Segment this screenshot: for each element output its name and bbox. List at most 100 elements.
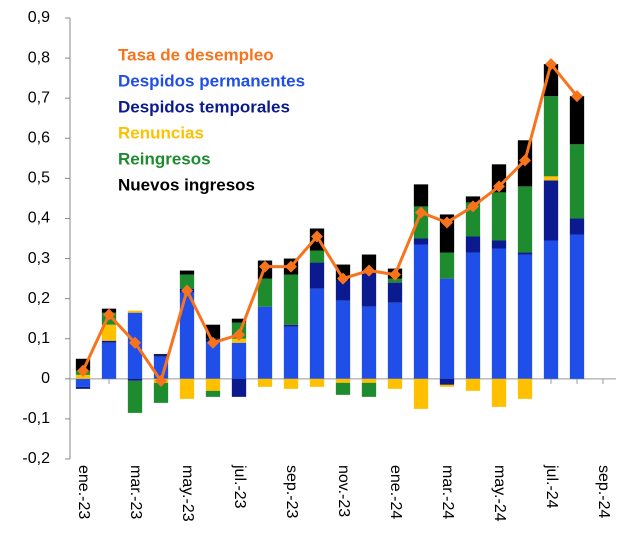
line-marker	[233, 328, 245, 341]
bar	[335, 382, 351, 395]
bar	[491, 240, 507, 249]
bar	[309, 250, 325, 263]
bar	[465, 236, 481, 253]
line-marker	[441, 216, 453, 229]
bar	[439, 378, 455, 385]
bar	[543, 180, 559, 241]
bar	[335, 378, 351, 383]
x-tick-label: sep.-23	[283, 465, 300, 518]
x-tick-label: jul.-23	[231, 464, 248, 509]
y-tick-label: 0,5	[28, 170, 50, 187]
line-marker	[311, 230, 323, 243]
bar	[231, 378, 247, 397]
bar	[387, 278, 403, 283]
line-marker	[77, 364, 89, 377]
bar	[517, 254, 533, 379]
line-marker	[545, 58, 557, 71]
line-marker	[103, 308, 115, 321]
bar	[101, 340, 117, 343]
bar	[439, 384, 455, 387]
line-marker	[467, 200, 479, 213]
bar	[413, 238, 429, 245]
bar	[361, 254, 377, 273]
line-marker	[389, 268, 401, 281]
bar	[543, 176, 559, 181]
line	[81, 60, 579, 385]
bar	[257, 378, 273, 387]
bar	[361, 272, 377, 307]
bar	[361, 306, 377, 379]
bar	[413, 378, 429, 409]
line-marker	[129, 336, 141, 349]
bar	[153, 382, 169, 403]
bar	[543, 240, 559, 379]
bar	[179, 270, 195, 275]
bar	[283, 378, 299, 389]
x-tick-label: ene.-24	[387, 465, 404, 519]
bar	[75, 378, 91, 387]
bar	[491, 378, 507, 407]
y-tick-label: 0,7	[28, 89, 50, 106]
bar	[517, 252, 533, 255]
y-tick-label: 0,4	[28, 210, 50, 227]
y-tick-label: 0,1	[28, 330, 50, 347]
legend-entry: Reingresos	[118, 149, 211, 168]
bar	[205, 342, 221, 379]
bar	[309, 378, 325, 387]
line-marker	[415, 206, 427, 219]
bar	[465, 252, 481, 379]
bar	[127, 378, 143, 381]
bar	[283, 324, 299, 327]
y-tick-label: 0	[41, 370, 50, 387]
line-marker	[363, 264, 375, 277]
y-tick-label: 0,2	[28, 290, 50, 307]
bar	[413, 244, 429, 379]
bar	[309, 288, 325, 379]
bar	[517, 378, 533, 399]
legend-entry: Nuevos ingresos	[118, 175, 255, 194]
x-tick-label: mar.-23	[127, 465, 144, 519]
bar	[309, 262, 325, 289]
bar	[179, 292, 195, 379]
bar	[179, 378, 195, 399]
bar	[75, 374, 91, 379]
bar	[335, 280, 351, 301]
bar	[387, 378, 403, 389]
line-marker	[285, 260, 297, 273]
bar	[75, 386, 91, 389]
bar	[231, 338, 247, 343]
line-marker	[181, 284, 193, 297]
bar	[205, 390, 221, 397]
y-tick-label: -0,2	[22, 450, 50, 467]
bar	[205, 378, 221, 391]
line-marker	[207, 336, 219, 349]
y-tick-label: -0,1	[22, 410, 50, 427]
legend-entry: Renuncias	[118, 123, 204, 142]
bar	[387, 302, 403, 379]
bar	[387, 282, 403, 303]
y-tick-label: 0,6	[28, 129, 50, 146]
bar	[465, 378, 481, 391]
bar	[127, 310, 143, 313]
bar	[153, 354, 169, 357]
y-tick-label: 0,9	[28, 9, 50, 26]
bar	[335, 300, 351, 379]
legend-entry: Despidos permanentes	[118, 71, 305, 90]
bar	[127, 380, 143, 413]
bar	[257, 278, 273, 307]
x-tick-label: may.-24	[491, 465, 508, 522]
line-marker	[259, 260, 271, 273]
bar	[101, 342, 117, 379]
bar	[101, 324, 117, 341]
x-tick-label: nov.-23	[335, 465, 352, 517]
x-tick-label: ene.-23	[75, 465, 92, 519]
bar	[543, 96, 559, 177]
bar	[465, 202, 481, 237]
line-marker	[519, 154, 531, 167]
line-marker	[571, 90, 583, 103]
bar	[439, 278, 455, 379]
bar	[569, 144, 585, 219]
y-tick-label: 0,8	[28, 49, 50, 66]
line-marker	[155, 374, 167, 387]
